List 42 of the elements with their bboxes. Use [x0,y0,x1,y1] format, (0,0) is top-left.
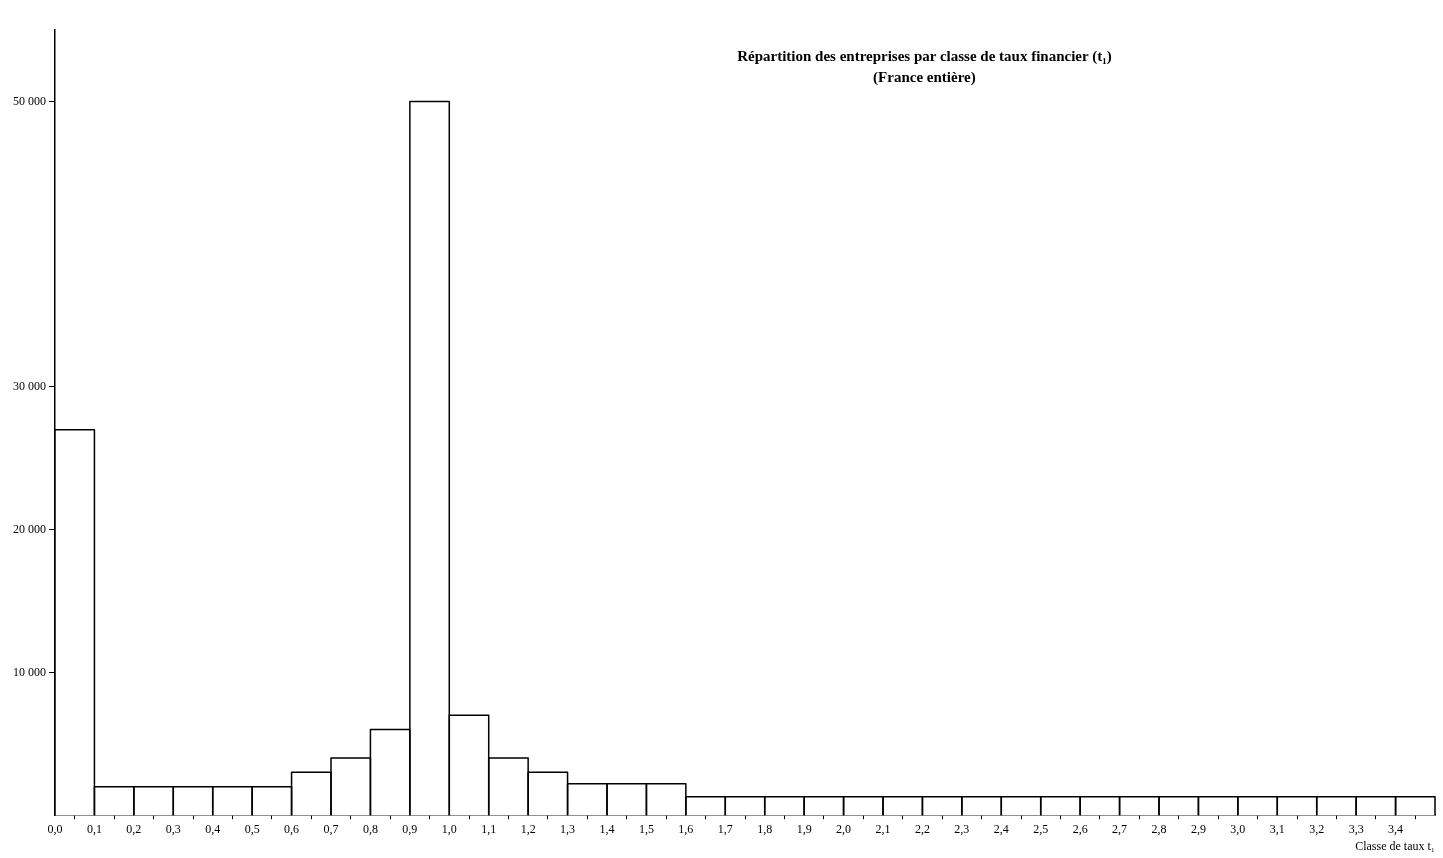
x-tick-label: 2,3 [954,821,970,836]
x-tick-label: 2,5 [1033,821,1049,836]
x-tick-label: 0,6 [284,821,300,836]
text: (France entière) [873,68,976,86]
x-tick-label: 3,2 [1309,821,1325,836]
x-tick-label: 0,3 [165,821,181,836]
x-tick-label: 1,4 [599,821,615,836]
x-tick-label: 0,9 [402,821,418,836]
x-tick-label: 2,0 [836,821,852,836]
x-tick-label: 1,5 [638,821,654,836]
x-tick-label: 1,8 [757,821,773,836]
x-tick-label: 1,3 [560,821,576,836]
x-tick-label: 2,8 [1151,821,1167,836]
x-tick-label: 1,7 [717,821,733,836]
x-tick-label: 2,6 [1072,821,1088,836]
y-tick-label: 10 000 [13,664,46,679]
x-tick-label: 1,6 [678,821,694,836]
x-tick-label: 1,1 [481,821,497,836]
text: Répartition des entreprises par classe de taux financier (t₁) [737,47,1112,65]
x-tick-label: 3,3 [1348,821,1364,836]
x-tick-label: 0,1 [86,821,102,836]
x-tick-label: 3,1 [1269,821,1285,836]
x-tick-label: 1,2 [520,821,536,836]
x-tick-label: 2,2 [914,821,930,836]
y-tick-label: 30 000 [13,379,46,394]
x-tick-label: 3,4 [1388,821,1404,836]
x-tick-label: 0,8 [362,821,378,836]
x-tick-label: 0,0 [47,821,63,836]
x-tick-label: 2,7 [1112,821,1128,836]
x-tick-label: 3,0 [1230,821,1246,836]
x-tick-label: 0,2 [126,821,142,836]
x-tick-label: 2,4 [993,821,1009,836]
x-tick-label: 1,0 [441,821,457,836]
x-axis-title: Classe de taux t₁ [1355,838,1435,853]
x-tick-label: 2,1 [875,821,891,836]
x-tick-label: 1,9 [796,821,812,836]
x-tick-label: 2,9 [1190,821,1206,836]
x-tick-label: 0,5 [244,821,260,836]
x-tick-label: 0,4 [205,821,221,836]
y-tick-label: 50 000 [13,93,46,108]
x-tick-label: 0,7 [323,821,339,836]
y-tick-label: 20 000 [13,521,46,536]
